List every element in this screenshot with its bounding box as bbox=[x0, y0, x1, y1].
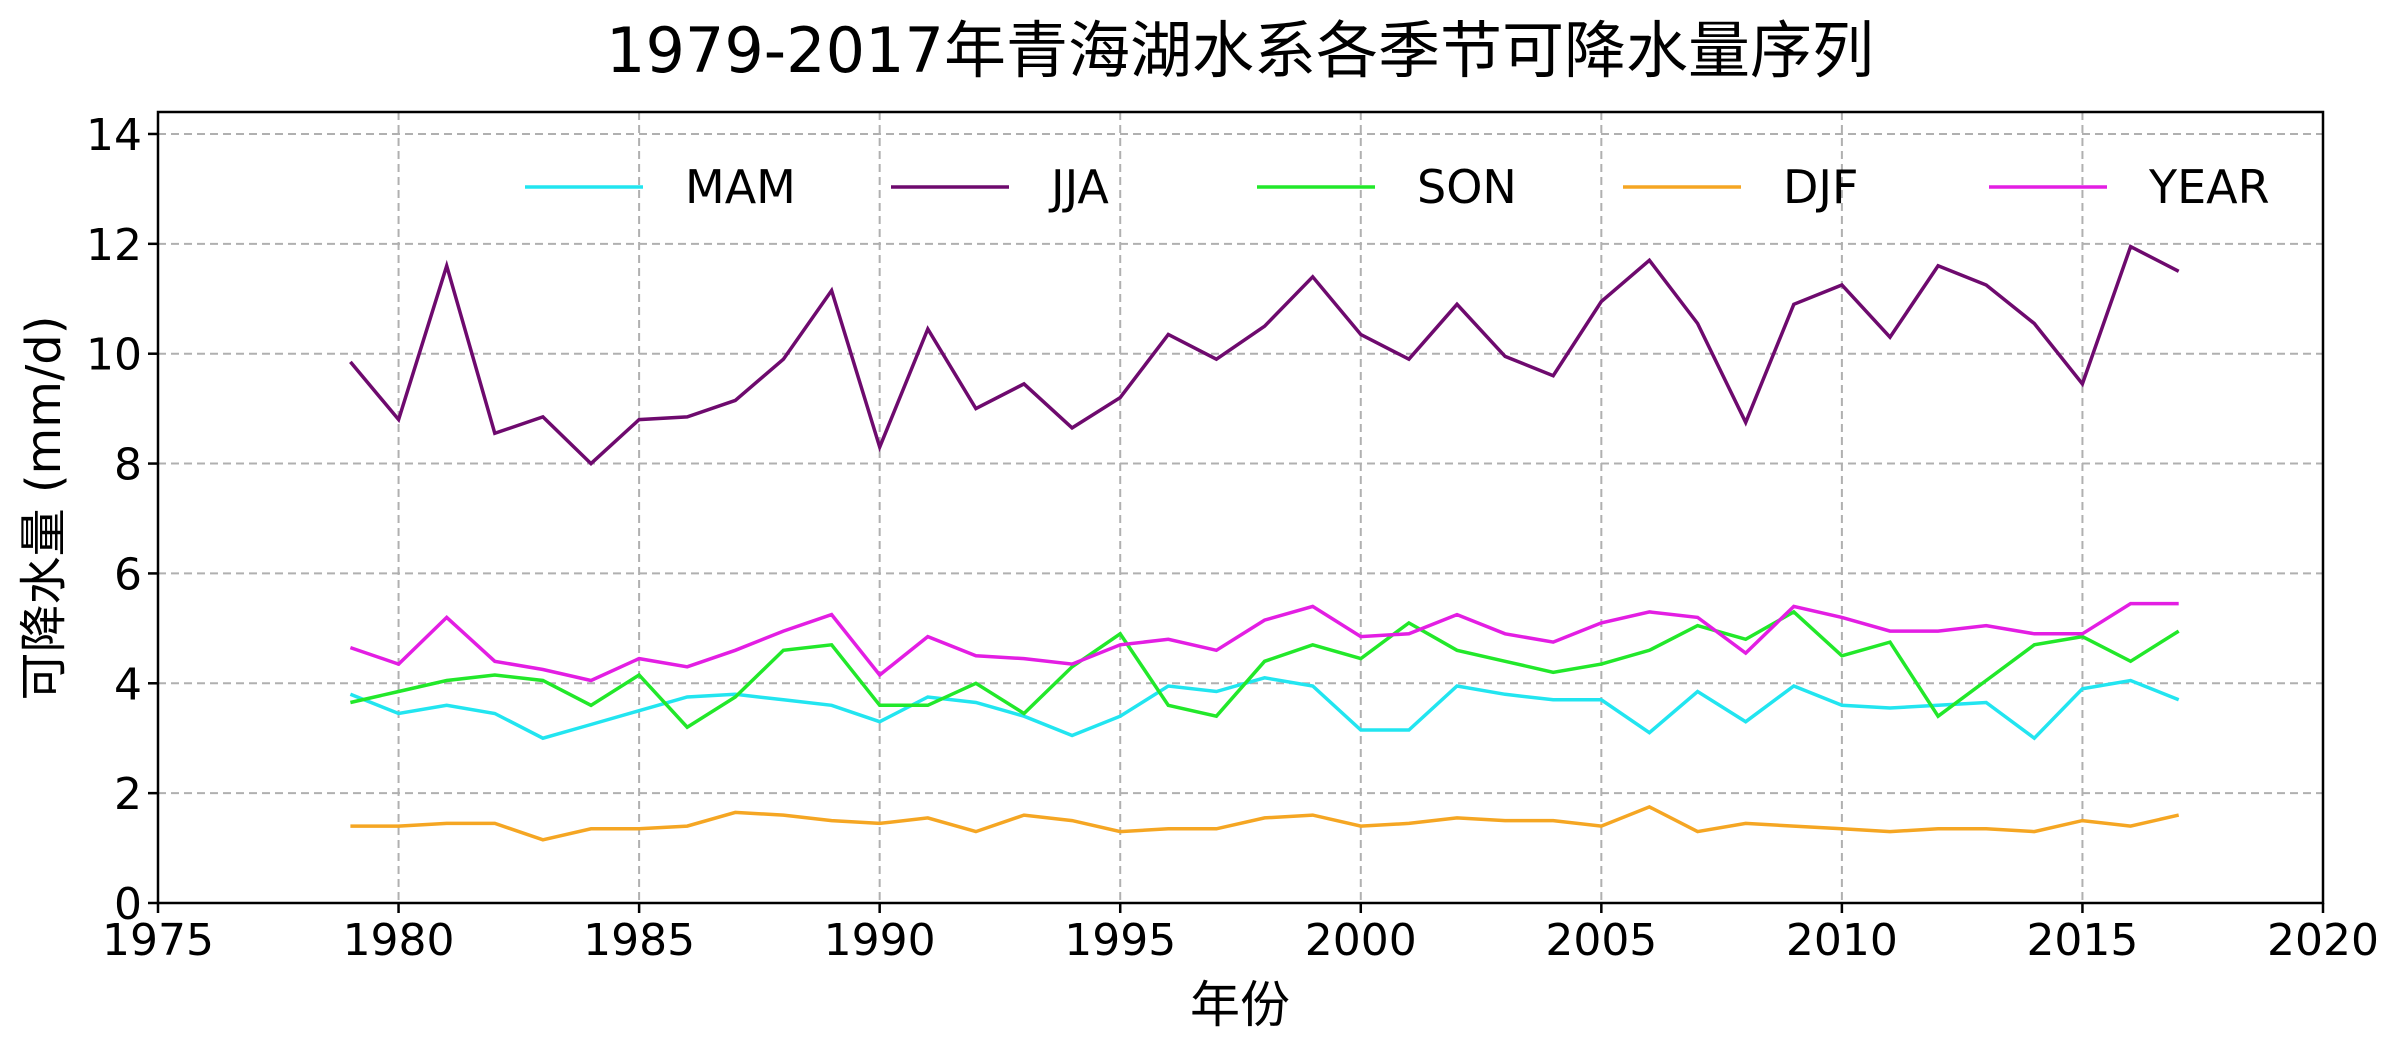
y-tick-label: 0 bbox=[114, 879, 142, 930]
series-line-mam bbox=[349, 676, 2180, 741]
y-tick-label: 8 bbox=[114, 440, 142, 491]
y-tick-label: 12 bbox=[86, 220, 142, 271]
series-lines bbox=[349, 244, 2180, 842]
x-tick-label: 1995 bbox=[1064, 915, 1176, 966]
series-line-djf bbox=[350, 804, 2180, 842]
series-line-jja bbox=[349, 244, 2180, 467]
series-line-year bbox=[349, 601, 2179, 683]
x-tick-label: 2010 bbox=[1786, 915, 1898, 966]
x-tick-label: 2015 bbox=[2026, 915, 2138, 966]
legend-label-jja: JJA bbox=[1048, 160, 1109, 214]
x-tick-label: 2020 bbox=[2267, 915, 2379, 966]
x-tick-label: 1985 bbox=[583, 915, 695, 966]
y-tick-label: 14 bbox=[86, 110, 142, 161]
y-axis-label: 可降水量 (mm/d) bbox=[16, 316, 72, 701]
y-tick-label: 4 bbox=[114, 659, 142, 710]
x-tick-label: 1980 bbox=[343, 915, 455, 966]
y-tick-label: 2 bbox=[114, 769, 142, 820]
series-line-son bbox=[350, 609, 2180, 730]
x-tick-label: 1990 bbox=[824, 915, 936, 966]
plot-frame bbox=[156, 110, 2325, 905]
y-tick-label: 10 bbox=[86, 330, 142, 381]
legend-label-son: SON bbox=[1417, 160, 1517, 214]
legend-label-mam: MAM bbox=[685, 160, 796, 214]
grid bbox=[157, 112, 2324, 904]
chart-title: 1979-2017年青海湖水系各季节可降水量序列 bbox=[606, 14, 1874, 87]
x-tick-label: 2000 bbox=[1305, 915, 1417, 966]
x-axis-label: 年份 bbox=[1190, 976, 1290, 1034]
legend-label-djf: DJF bbox=[1783, 160, 1858, 214]
legend-label-year: YEAR bbox=[2148, 160, 2270, 214]
x-tick-label: 2005 bbox=[1545, 915, 1657, 966]
x-tick-label: 1975 bbox=[102, 915, 214, 966]
y-tick-label: 6 bbox=[114, 549, 142, 600]
legend: MAM JJA SON DJF YEAR bbox=[525, 160, 2270, 214]
axis-ticks: 1975 1980 1985 1990 1995 2000 2005 2010 2015 2020… bbox=[86, 110, 2379, 966]
